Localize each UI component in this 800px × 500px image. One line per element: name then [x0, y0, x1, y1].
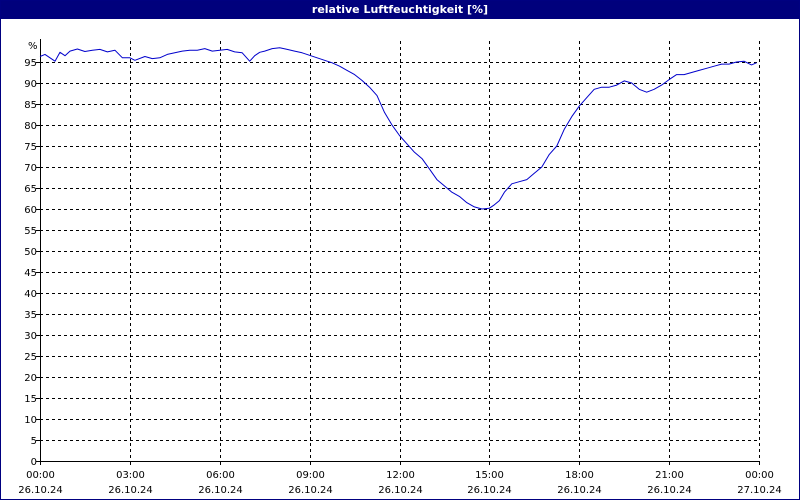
x-tick-date-label: 27.10.24 — [737, 485, 782, 496]
y-tick-label: 60 — [24, 205, 37, 216]
y-tick-label: 50 — [24, 247, 37, 258]
data-series — [39, 47, 757, 210]
x-tick-time-label: 12:00 — [386, 470, 415, 481]
x-tick-date-label: 26.10.24 — [18, 485, 63, 496]
y-tick-label: 65 — [24, 184, 37, 195]
x-tick-time-label: 00:00 — [26, 470, 55, 481]
y-tick-label: 90 — [24, 79, 37, 90]
y-tick-label: 10 — [24, 415, 37, 426]
x-tick-date-label: 26.10.24 — [288, 485, 333, 496]
x-tick-date-label: 26.10.24 — [198, 485, 243, 496]
x-tick-time-label: 09:00 — [296, 470, 325, 481]
axes — [36, 39, 760, 465]
x-tick-time-label: 06:00 — [206, 470, 235, 481]
x-tick-time-label: 03:00 — [116, 470, 145, 481]
x-tick-date-label: 26.10.24 — [557, 485, 602, 496]
x-tick-time-label: 15:00 — [475, 470, 504, 481]
y-tick-label: 70 — [24, 163, 37, 174]
x-tick-time-label: 00:00 — [745, 470, 774, 481]
x-tick-date-label: 26.10.24 — [647, 485, 692, 496]
y-tick-label: 55 — [24, 226, 37, 237]
y-tick-label: 95 — [24, 58, 37, 69]
y-tick-label: 30 — [24, 331, 37, 342]
x-tick-date-label: 26.10.24 — [467, 485, 512, 496]
axis-labels: 0 5 10 15 20 25 30 35 40 45 50 55 60 65 70 75 80 85 90 95% 0… — [18, 41, 782, 496]
x-tick-date-label: 26.10.24 — [378, 485, 423, 496]
y-tick-label: 0 — [31, 457, 37, 468]
y-tick-label: 25 — [24, 352, 37, 363]
y-axis-unit: % — [28, 41, 38, 52]
y-tick-label: 5 — [31, 436, 37, 447]
y-tick-label: 20 — [24, 373, 37, 384]
chart-title: relative Luftfeuchtigkeit [%] — [1, 1, 799, 19]
y-tick-label: 45 — [24, 268, 37, 279]
x-tick-time-label: 18:00 — [565, 470, 594, 481]
y-tick-label: 80 — [24, 121, 37, 132]
y-tick-label: 75 — [24, 142, 37, 153]
x-tick-time-label: 21:00 — [655, 470, 684, 481]
y-tick-label: 35 — [24, 310, 37, 321]
y-tick-label: 85 — [24, 100, 37, 111]
humidity-series-line — [39, 47, 757, 210]
x-tick-date-label: 26.10.24 — [108, 485, 153, 496]
grid-lines — [40, 41, 760, 461]
y-tick-label: 40 — [24, 289, 37, 300]
y-tick-label: 15 — [24, 394, 37, 405]
